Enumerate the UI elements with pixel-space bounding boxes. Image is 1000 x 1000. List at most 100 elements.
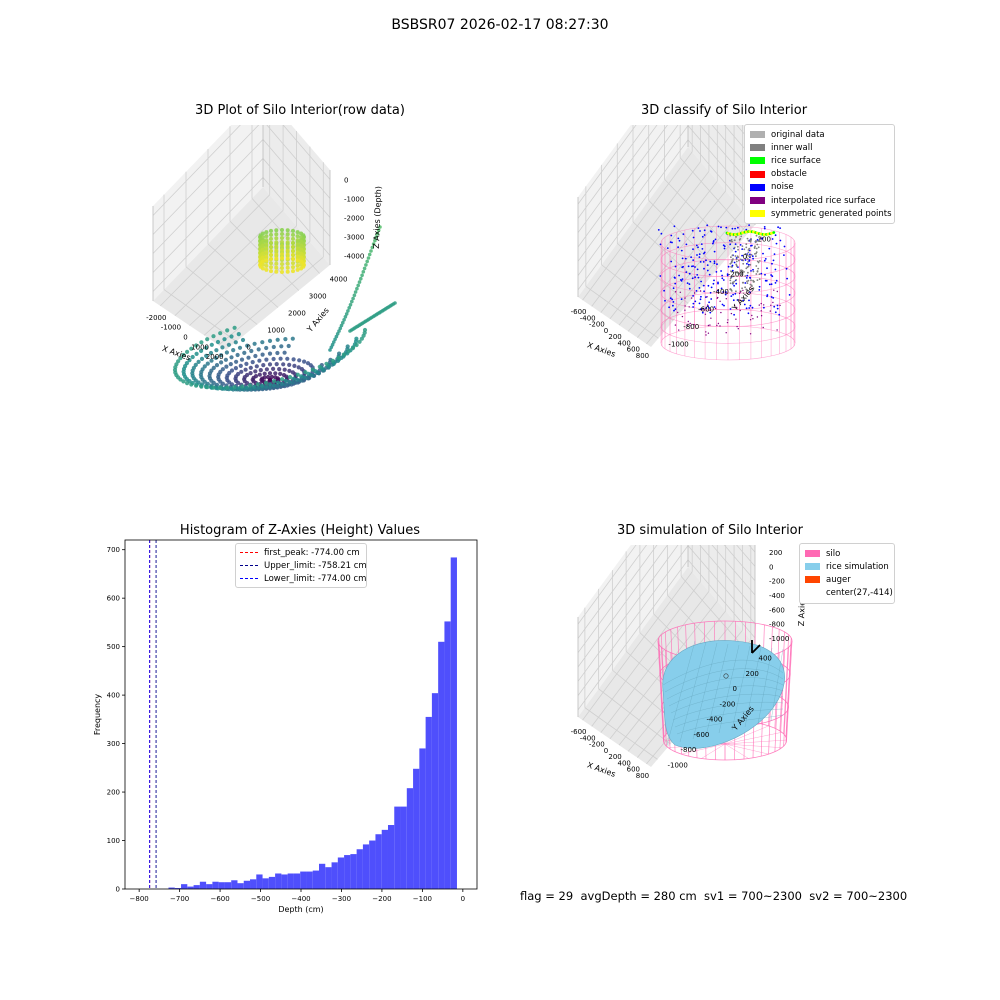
y-tick-label: -600	[694, 731, 710, 739]
raw-data-point	[266, 375, 270, 379]
raw-data-point	[342, 352, 346, 356]
noise-point	[692, 277, 694, 279]
noise-point	[699, 303, 701, 305]
histogram-bar	[350, 854, 356, 889]
raw-data-point	[194, 384, 198, 388]
noise-point	[696, 245, 698, 247]
legend-swatch	[750, 184, 765, 191]
legend-label: silo	[826, 549, 840, 559]
raw-data-point	[273, 371, 277, 375]
inner-wall-point	[759, 260, 761, 262]
raw-data-point	[365, 260, 369, 264]
inner-wall-point	[745, 243, 747, 245]
inner-wall-point	[735, 255, 737, 257]
legend-swatch	[805, 576, 820, 583]
noise-point	[771, 263, 773, 265]
noise-point	[750, 305, 752, 307]
noise-point	[734, 293, 736, 295]
inner-wall-point	[742, 245, 744, 247]
raw-data-point	[286, 256, 290, 260]
raw-data-point	[280, 236, 284, 240]
histogram-bar	[313, 871, 319, 889]
raw-data-point	[368, 253, 372, 257]
inner-wall-point	[748, 252, 750, 254]
raw-data-point	[286, 270, 290, 274]
noise-point	[752, 258, 754, 260]
noise-point	[703, 285, 705, 287]
legend-swatch	[750, 144, 765, 151]
noise-point	[749, 259, 751, 261]
x-tick-label: 0	[183, 334, 187, 342]
legend-entry: first_peak: -774.00 cm	[240, 546, 362, 559]
noise-point	[775, 269, 777, 271]
noise-point	[708, 301, 710, 303]
raw-data-point	[349, 303, 353, 307]
raw-data-point	[275, 351, 279, 355]
x-tick-label: −200	[372, 895, 391, 903]
raw-data-point	[274, 270, 278, 274]
interpolated-point	[691, 297, 692, 298]
noise-point	[773, 306, 775, 308]
raw-data-point	[239, 364, 243, 368]
noise-point	[709, 261, 711, 263]
raw-data-point	[362, 270, 366, 274]
raw-data-point	[296, 246, 300, 250]
histogram-bar	[200, 882, 206, 889]
inner-wall-point	[729, 263, 731, 265]
noise-point	[723, 305, 725, 307]
noise-point	[733, 314, 735, 316]
raw-data-point	[269, 241, 273, 245]
raw-data-point	[280, 244, 284, 248]
legend-entry: noise	[750, 181, 889, 194]
raw-data-point	[358, 340, 362, 344]
raw-data-point	[291, 249, 295, 253]
legend-label: auger	[826, 575, 851, 585]
raw-data-point	[283, 337, 287, 341]
inner-wall-point	[755, 265, 757, 267]
raw-data-point	[199, 385, 203, 389]
raw-data-point	[185, 381, 189, 385]
noise-point	[765, 280, 767, 282]
inner-wall-point	[729, 280, 731, 282]
x-tick-label: −500	[251, 895, 270, 903]
y-tick-label: 0	[116, 886, 120, 894]
raw-data-point	[274, 252, 278, 256]
inner-wall-point	[756, 248, 758, 250]
noise-point	[701, 243, 703, 245]
raw-data-point	[256, 382, 260, 386]
histogram-bar	[451, 557, 457, 889]
histogram-bar	[401, 807, 407, 889]
noise-point	[700, 281, 702, 283]
histogram-bar	[319, 864, 325, 889]
legend-label: rice simulation	[826, 562, 889, 572]
raw-data-point	[264, 264, 268, 268]
raw-data-point	[291, 241, 295, 245]
noise-point	[660, 244, 662, 246]
raw-data-point	[264, 238, 268, 242]
interpolated-point	[678, 329, 679, 330]
legend-swatch	[750, 171, 765, 178]
noise-point	[735, 283, 737, 285]
interpolated-point	[726, 298, 727, 299]
interpolated-point	[717, 297, 718, 298]
legend-entry: symmetric generated points	[750, 207, 889, 220]
raw-data-point	[261, 244, 265, 248]
noise-point	[670, 261, 672, 263]
interpolated-point	[682, 316, 683, 317]
noise-point	[692, 306, 694, 308]
inner-wall-point	[757, 270, 759, 272]
raw-data-point	[230, 368, 234, 372]
noise-point	[770, 274, 772, 276]
inner-wall-point	[730, 282, 732, 284]
y-tick-label: 200	[746, 670, 759, 678]
noise-point	[715, 239, 717, 241]
x-tick-label: 800	[636, 772, 649, 780]
interpolated-point	[684, 305, 685, 306]
x-tick-label: 800	[636, 352, 649, 360]
interpolated-point	[727, 322, 728, 323]
x-tick-label: 0	[461, 895, 465, 903]
raw-data-point	[236, 353, 240, 357]
interpolated-point	[706, 296, 707, 297]
histogram-bar	[338, 857, 344, 889]
raw-data-point	[205, 385, 209, 389]
